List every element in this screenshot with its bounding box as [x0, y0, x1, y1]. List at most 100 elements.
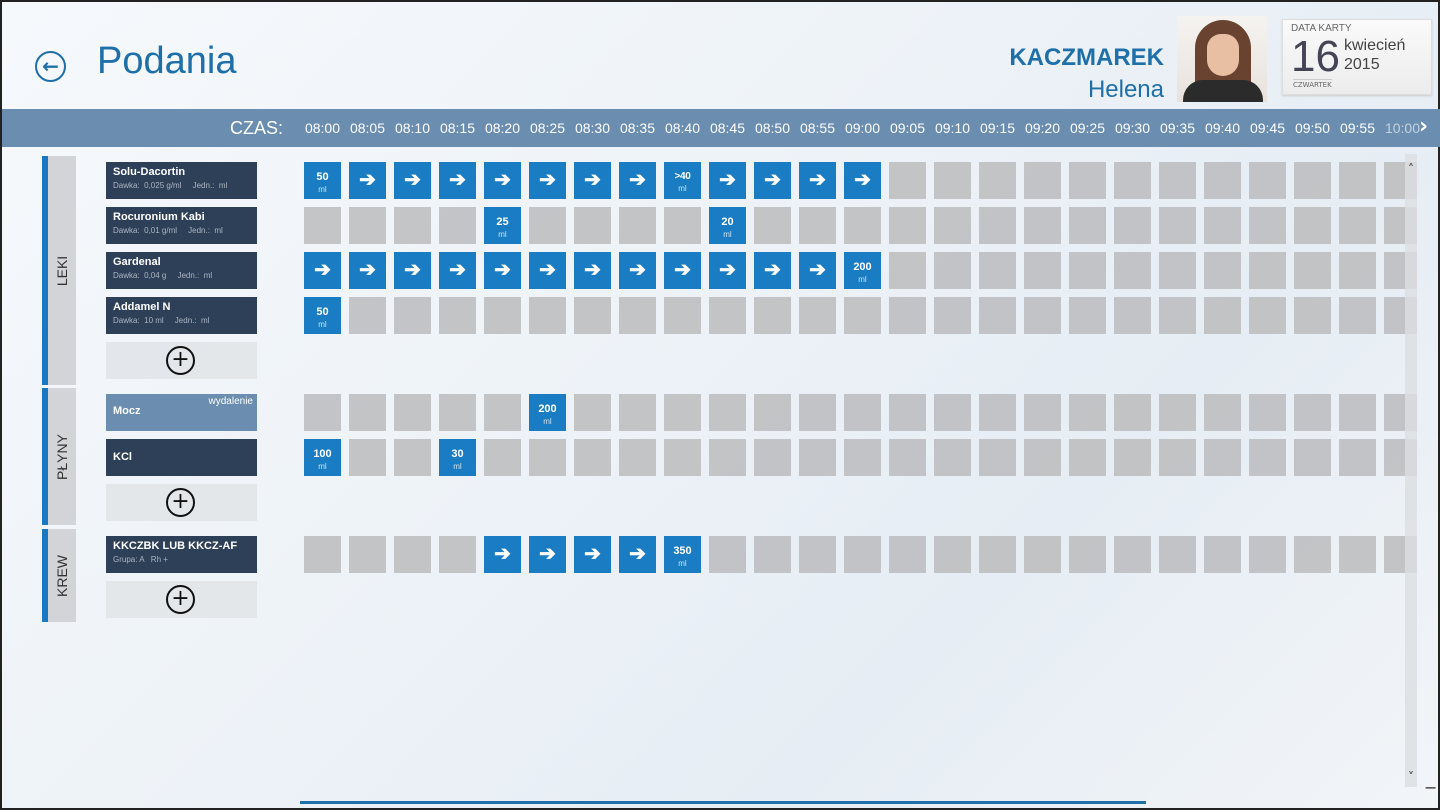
dose-slot[interactable]: 50 ml [304, 297, 341, 334]
empty-slot[interactable] [529, 439, 566, 476]
empty-slot[interactable] [979, 536, 1016, 573]
empty-slot[interactable] [1114, 394, 1151, 431]
continue-slot[interactable]: ➔ [574, 252, 611, 289]
empty-slot[interactable] [619, 297, 656, 334]
empty-slot[interactable] [709, 297, 746, 334]
empty-slot[interactable] [394, 394, 431, 431]
add-item-button[interactable]: + [106, 484, 257, 521]
continue-slot[interactable]: ➔ [799, 162, 836, 199]
empty-slot[interactable] [574, 439, 611, 476]
date-card[interactable]: DATA KARTY 16 kwiecień 2015 CZWARTEK [1282, 19, 1432, 95]
chevron-up-icon[interactable]: ˄ [1408, 162, 1414, 176]
empty-slot[interactable] [349, 394, 386, 431]
empty-slot[interactable] [1159, 207, 1196, 244]
empty-slot[interactable] [1294, 297, 1331, 334]
empty-slot[interactable] [1204, 394, 1241, 431]
dose-slot[interactable]: 50 ml [304, 162, 341, 199]
empty-slot[interactable] [574, 297, 611, 334]
continue-slot[interactable]: ➔ [394, 252, 431, 289]
continue-slot[interactable]: ➔ [574, 536, 611, 573]
empty-slot[interactable] [799, 207, 836, 244]
continue-slot[interactable]: ➔ [664, 252, 701, 289]
empty-slot[interactable] [1294, 439, 1331, 476]
empty-slot[interactable] [439, 297, 476, 334]
empty-slot[interactable] [439, 394, 476, 431]
empty-slot[interactable] [1339, 162, 1376, 199]
empty-slot[interactable] [349, 207, 386, 244]
row-header[interactable]: KCl [106, 439, 257, 476]
empty-slot[interactable] [934, 252, 971, 289]
empty-slot[interactable] [1249, 252, 1286, 289]
empty-slot[interactable] [799, 394, 836, 431]
empty-slot[interactable] [1204, 439, 1241, 476]
empty-slot[interactable] [754, 394, 791, 431]
empty-slot[interactable] [1159, 536, 1196, 573]
continue-slot[interactable]: ➔ [349, 162, 386, 199]
empty-slot[interactable] [709, 439, 746, 476]
empty-slot[interactable] [1294, 394, 1331, 431]
continue-slot[interactable]: ➔ [754, 162, 791, 199]
empty-slot[interactable] [889, 297, 926, 334]
empty-slot[interactable] [1024, 297, 1061, 334]
empty-slot[interactable] [664, 207, 701, 244]
continue-slot[interactable]: ➔ [619, 162, 656, 199]
vertical-scrollbar[interactable] [1405, 154, 1417, 787]
empty-slot[interactable] [1204, 536, 1241, 573]
empty-slot[interactable] [844, 207, 881, 244]
empty-slot[interactable] [934, 162, 971, 199]
empty-slot[interactable] [754, 297, 791, 334]
continue-slot[interactable]: ➔ [304, 252, 341, 289]
empty-slot[interactable] [1249, 394, 1286, 431]
empty-slot[interactable] [1249, 536, 1286, 573]
row-header[interactable]: Addamel N Dawka: 10 ml Jedn.: ml [106, 297, 257, 334]
empty-slot[interactable] [1159, 162, 1196, 199]
empty-slot[interactable] [979, 207, 1016, 244]
empty-slot[interactable] [394, 207, 431, 244]
empty-slot[interactable] [889, 207, 926, 244]
continue-slot[interactable]: ➔ [574, 162, 611, 199]
empty-slot[interactable] [349, 536, 386, 573]
empty-slot[interactable] [1339, 252, 1376, 289]
continue-slot[interactable]: ➔ [529, 536, 566, 573]
horizontal-scrollbar[interactable] [300, 801, 1146, 804]
empty-slot[interactable] [1159, 439, 1196, 476]
empty-slot[interactable] [934, 439, 971, 476]
empty-slot[interactable] [799, 536, 836, 573]
empty-slot[interactable] [844, 439, 881, 476]
empty-slot[interactable] [574, 207, 611, 244]
empty-slot[interactable] [439, 536, 476, 573]
empty-slot[interactable] [1024, 207, 1061, 244]
empty-slot[interactable] [1069, 207, 1106, 244]
empty-slot[interactable] [844, 394, 881, 431]
continue-slot[interactable]: ➔ [709, 162, 746, 199]
row-header[interactable]: Mocz wydalenie [106, 394, 257, 431]
empty-slot[interactable] [1339, 207, 1376, 244]
empty-slot[interactable] [979, 394, 1016, 431]
continue-slot[interactable]: ➔ [709, 252, 746, 289]
dose-slot[interactable]: 200 ml [529, 394, 566, 431]
empty-slot[interactable] [1204, 162, 1241, 199]
zoom-out-button[interactable]: − [1424, 778, 1438, 797]
empty-slot[interactable] [1249, 439, 1286, 476]
empty-slot[interactable] [1249, 297, 1286, 334]
dose-slot[interactable]: 30 ml [439, 439, 476, 476]
dose-slot[interactable]: 100 ml [304, 439, 341, 476]
empty-slot[interactable] [619, 439, 656, 476]
continue-slot[interactable]: ➔ [844, 162, 881, 199]
continue-slot[interactable]: ➔ [484, 536, 521, 573]
empty-slot[interactable] [844, 297, 881, 334]
empty-slot[interactable] [1294, 207, 1331, 244]
chevron-right-icon[interactable]: › [1419, 114, 1429, 139]
empty-slot[interactable] [1024, 536, 1061, 573]
empty-slot[interactable] [574, 394, 611, 431]
empty-slot[interactable] [1294, 252, 1331, 289]
empty-slot[interactable] [1069, 297, 1106, 334]
continue-slot[interactable]: ➔ [754, 252, 791, 289]
empty-slot[interactable] [1249, 207, 1286, 244]
empty-slot[interactable] [1339, 297, 1376, 334]
continue-slot[interactable]: ➔ [529, 252, 566, 289]
empty-slot[interactable] [1114, 207, 1151, 244]
back-button[interactable]: ← [35, 51, 66, 82]
empty-slot[interactable] [1159, 252, 1196, 289]
empty-slot[interactable] [1114, 439, 1151, 476]
